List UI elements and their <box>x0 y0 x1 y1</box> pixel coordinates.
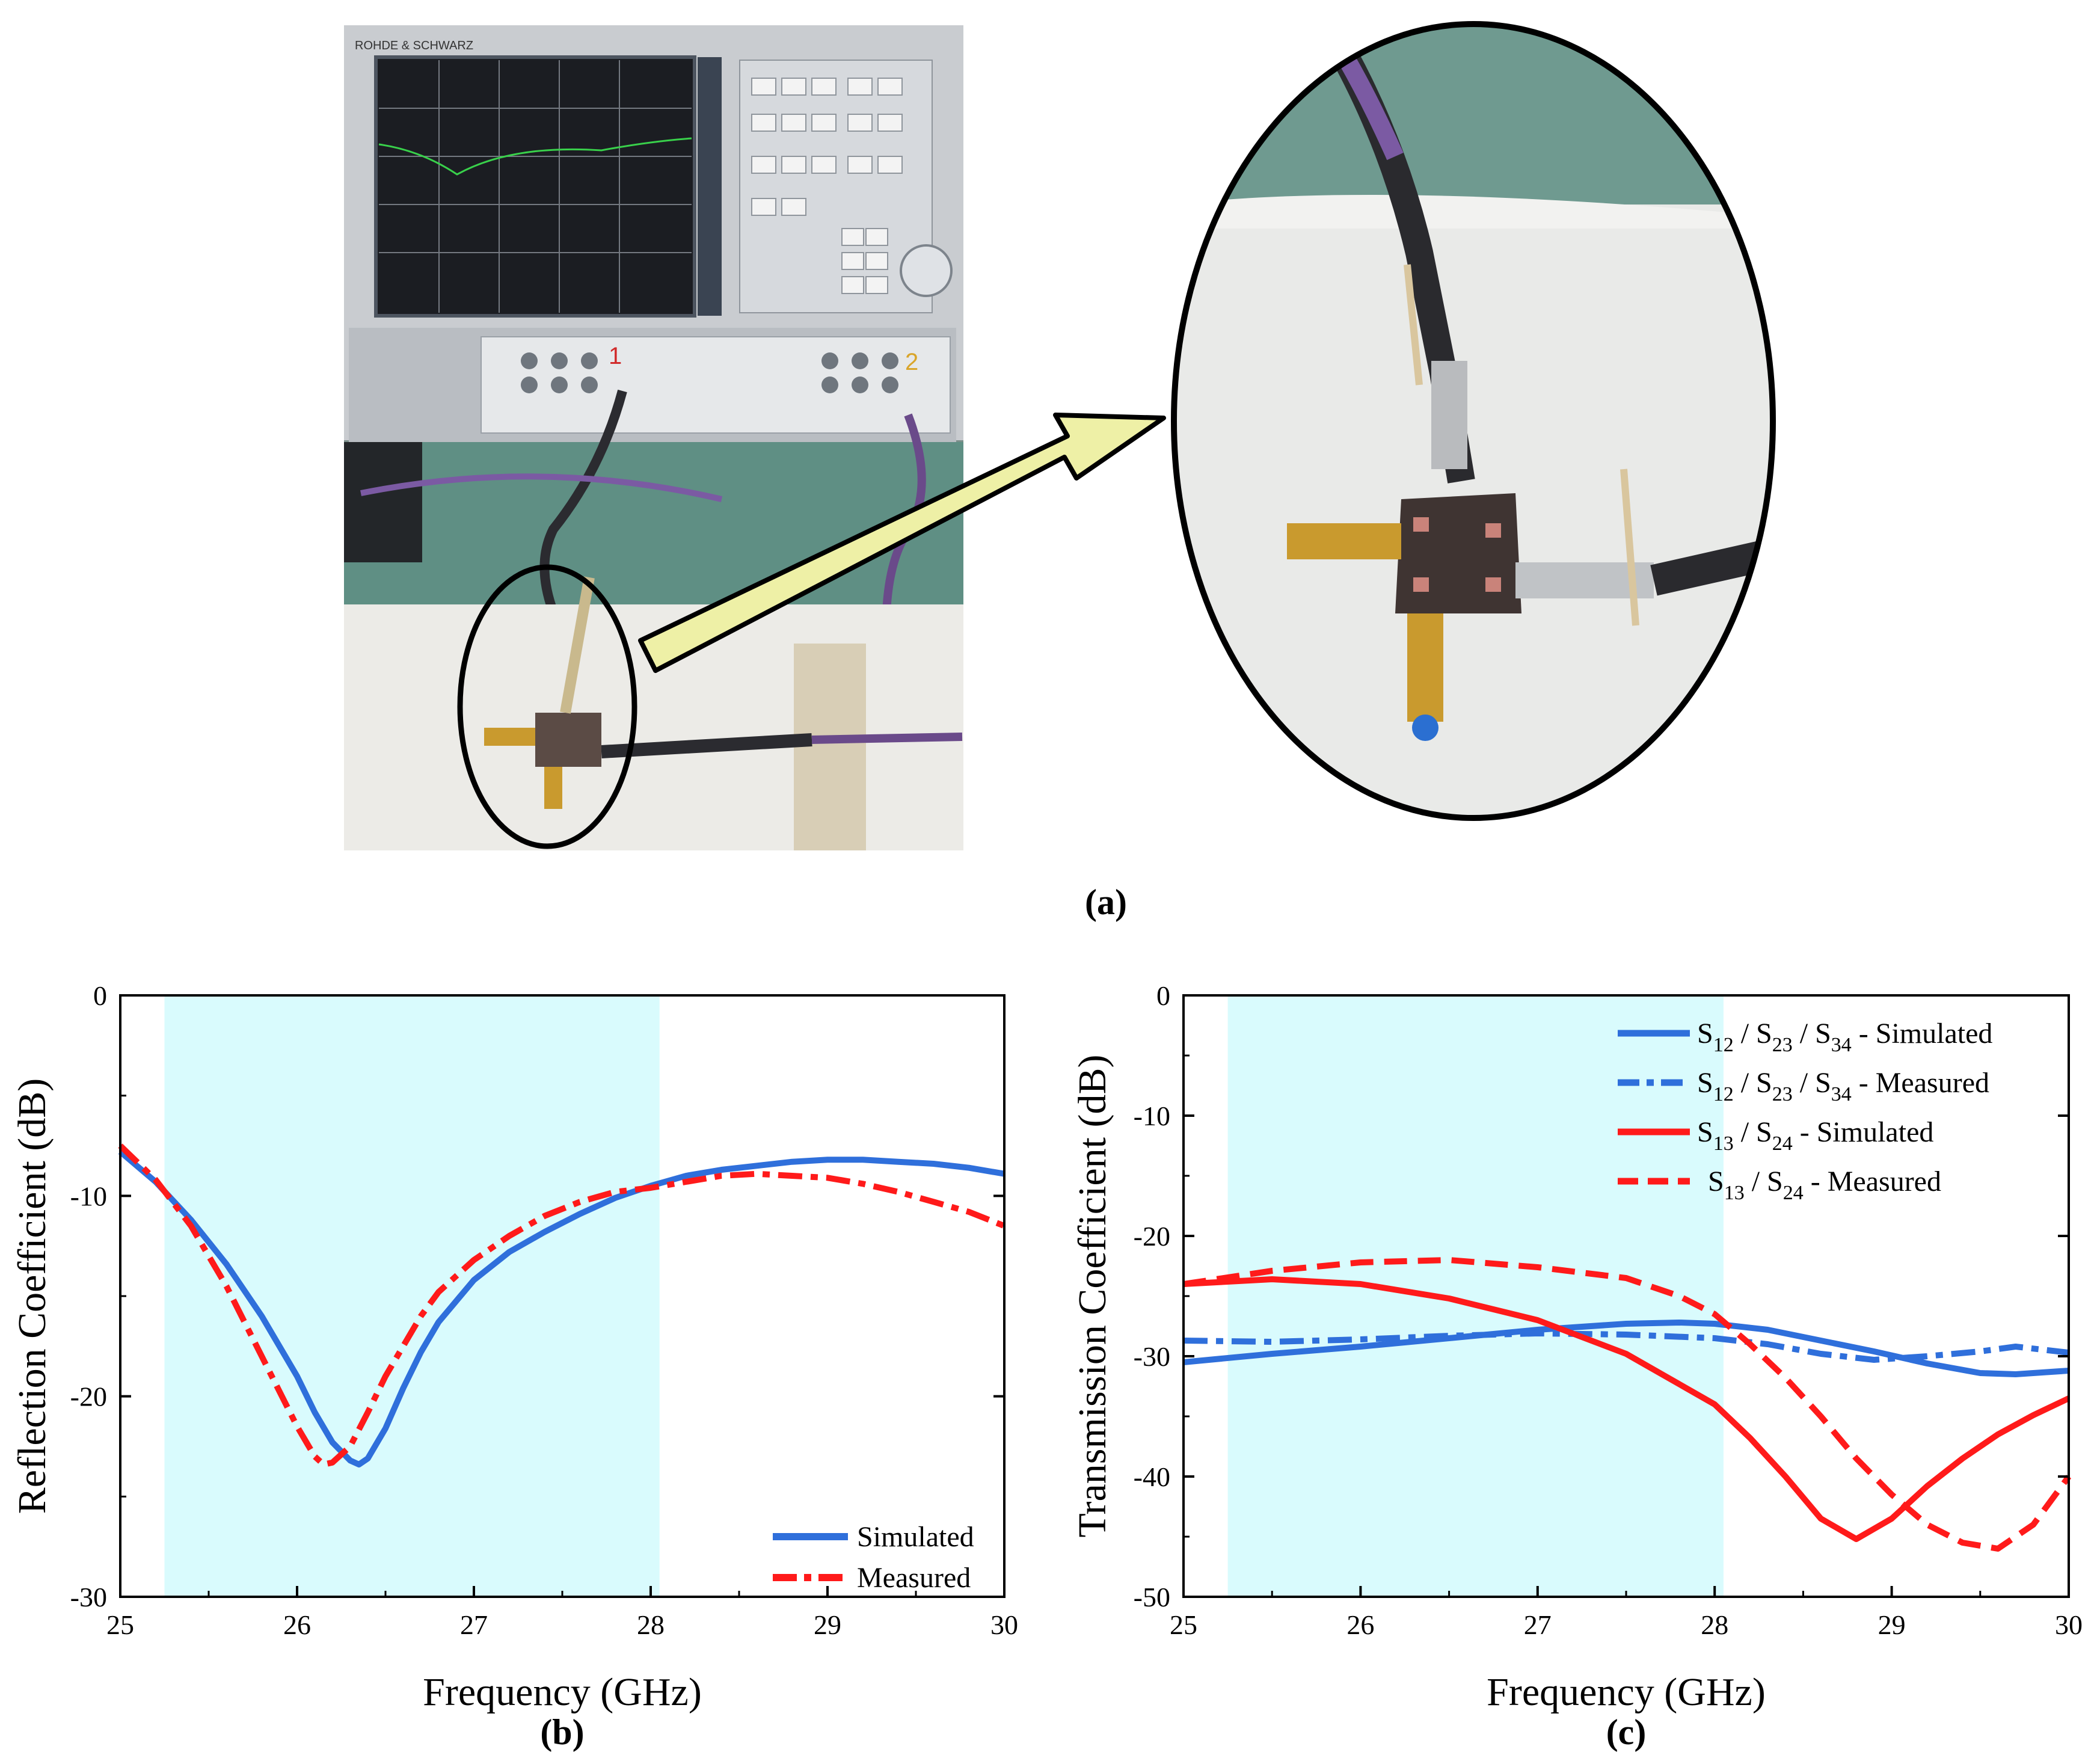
panel-label-c: (c) <box>1606 1712 1647 1752</box>
legend-c-label-0: S12 / S23 / S34 - Simulated <box>1697 1018 1992 1056</box>
legend-c-label-2-part-3: 24 <box>1772 1132 1793 1155</box>
legend-c-label-0-part-0: S <box>1697 1018 1713 1049</box>
c-ytick-label-3: -30 <box>1134 1341 1170 1372</box>
legend-c-label-0-part-1: 12 <box>1713 1034 1734 1056</box>
chart-c: 25 26 27 28 29 30 0 -10 -20 -30 -40 -50 Frequency (… <box>1070 980 2083 1752</box>
c-series-3 <box>1183 1257 2072 1552</box>
legend-c-label-0-part-6: - Simulated <box>1852 1018 1993 1049</box>
chart-c-ylabel: Transmission Coefficient (dB) <box>1070 1055 1114 1538</box>
legend-c-label-3-part-1: 13 <box>1724 1182 1745 1204</box>
b-xtick-label-4: 29 <box>814 1609 841 1640</box>
c-series-0 <box>1183 1320 2069 1377</box>
c-series-1 <box>1183 1330 2069 1363</box>
legend-c-label-1-part-3: 23 <box>1772 1083 1793 1105</box>
legend-c-label-1: S12 / S23 / S34 - Measured <box>1697 1067 1989 1105</box>
chart-b-ylabel: Reflection Coefficient (dB) <box>10 1078 54 1514</box>
chart-b-xlabel: Frequency (GHz) <box>423 1670 702 1714</box>
c-ytick-label-5: -50 <box>1134 1582 1170 1612</box>
legend-c-label-0-part-2: / S <box>1734 1018 1772 1049</box>
c-series-2 <box>1183 1276 2071 1542</box>
chart-b-band <box>164 995 660 1597</box>
b-ytick-label-1: -10 <box>70 1181 107 1211</box>
legend-c-label-1-part-5: 34 <box>1831 1083 1852 1105</box>
panel-label-b: (b) <box>540 1712 584 1752</box>
b-series-1 <box>118 1143 1006 1467</box>
b-xtick-label-1: 26 <box>283 1609 311 1640</box>
chart-b: 25 26 27 28 29 30 0 -10 -20 -30 Frequency (GHz) R… <box>10 980 1018 1752</box>
legend-c-label-1-part-0: S <box>1697 1067 1713 1099</box>
panel-label-a: (a) <box>1085 882 1127 922</box>
legend-c-label-2-part-0: S <box>1697 1116 1713 1148</box>
analyzer-brand: ROHDE & SCHWARZ <box>355 39 473 52</box>
legend-b-measured: Measured <box>857 1562 971 1594</box>
c-xtick-label-2: 27 <box>1524 1609 1552 1640</box>
port-1-label: 1 <box>609 343 622 369</box>
legend-c-label-1-part-4: / S <box>1793 1067 1831 1099</box>
b-xtick-label-3: 28 <box>637 1609 665 1640</box>
b-xtick-label-5: 30 <box>990 1609 1018 1640</box>
legend-c-label-1-part-6: - Measured <box>1852 1067 1989 1099</box>
legend-c-label-3-part-3: 24 <box>1783 1182 1804 1204</box>
legend-c-label-1-part-1: 12 <box>1713 1083 1734 1105</box>
c-ytick-label-1: -10 <box>1134 1101 1170 1131</box>
photo-zoom <box>1174 24 1773 818</box>
c-xtick-label-1: 26 <box>1346 1609 1374 1640</box>
c-xtick-label-0: 25 <box>1170 1609 1197 1640</box>
highlight-ellipse <box>457 564 637 849</box>
legend-c-label-1-part-2: / S <box>1734 1067 1772 1099</box>
b-xtick-label-0: 25 <box>106 1609 134 1640</box>
b-ytick-label-3: -30 <box>70 1582 107 1612</box>
legend-c-label-3-part-0: S <box>1708 1166 1724 1197</box>
b-ytick-label-0: 0 <box>93 980 107 1011</box>
legend-c-label-3-part-4: - Measured <box>1804 1166 1941 1197</box>
c-ytick-label-2: -20 <box>1134 1221 1170 1252</box>
legend-c-label-2-part-4: - Simulated <box>1793 1116 1934 1148</box>
chart-b-legend: Simulated Measured <box>773 1521 974 1594</box>
legend-c-label-3: S13 / S24 - Measured <box>1708 1166 1941 1204</box>
photo-left: ROHDE & SCHWARZ 1 2 <box>344 25 963 850</box>
chart-c-band <box>1227 995 1724 1597</box>
legend-b-simulated: Simulated <box>857 1521 974 1553</box>
legend-c-label-0-part-5: 34 <box>1831 1034 1852 1056</box>
legend-c-label-2-part-1: 13 <box>1713 1132 1734 1155</box>
legend-c-label-3-part-2: / S <box>1745 1166 1783 1197</box>
port-2-label: 2 <box>905 349 918 375</box>
legend-c-label-2: S13 / S24 - Simulated <box>1697 1116 1933 1155</box>
chart-c-xlabel: Frequency (GHz) <box>1487 1670 1766 1714</box>
c-xtick-label-5: 30 <box>2055 1609 2083 1640</box>
b-ytick-label-2: -20 <box>70 1381 107 1412</box>
legend-c-label-0-part-4: / S <box>1793 1018 1831 1049</box>
c-ytick-label-4: -40 <box>1134 1461 1170 1492</box>
b-series-0 <box>118 1149 1005 1467</box>
legend-c-label-2-part-2: / S <box>1734 1116 1772 1148</box>
c-ytick-label-0: 0 <box>1156 980 1170 1011</box>
c-xtick-label-4: 29 <box>1878 1609 1906 1640</box>
b-xtick-label-2: 27 <box>460 1609 488 1640</box>
legend-c-label-0-part-3: 23 <box>1772 1034 1793 1056</box>
c-xtick-label-3: 28 <box>1701 1609 1728 1640</box>
zoom-arrow <box>638 413 1166 673</box>
